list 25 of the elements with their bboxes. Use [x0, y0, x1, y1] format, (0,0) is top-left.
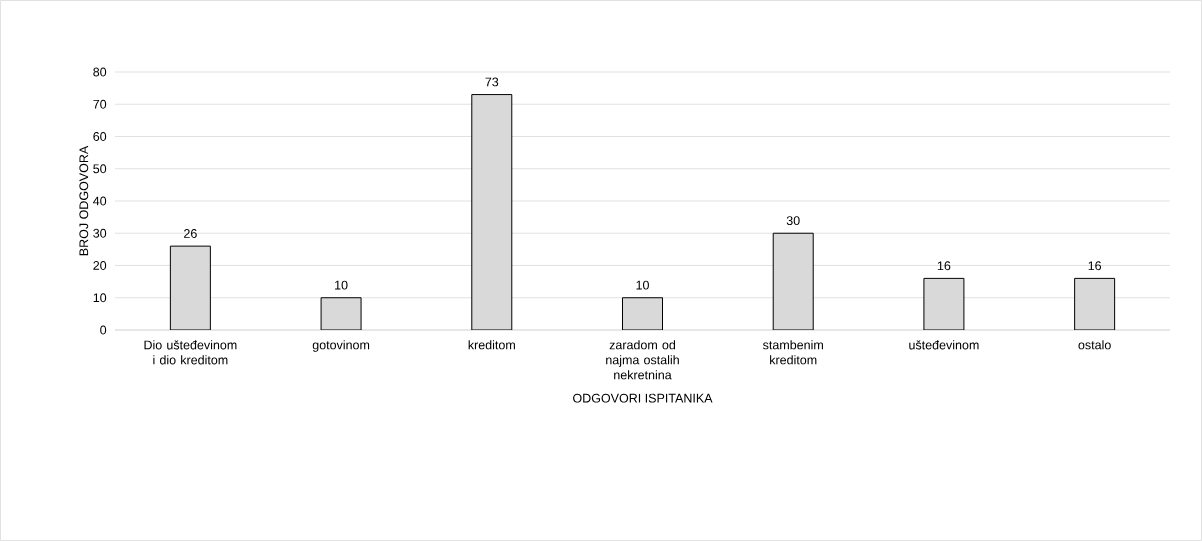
x-tick-label: gotovinom	[312, 340, 370, 352]
y-axis-title: BROJ ODGOVORA	[79, 145, 89, 256]
x-tick-label: stambenim kreditom	[762, 340, 823, 365]
x-tick-label: ostalo	[1078, 340, 1111, 350]
x-tick-label: kreditom	[468, 340, 515, 350]
data-label: 73	[485, 77, 499, 87]
y-tick-label: 10	[93, 293, 107, 303]
y-tick-label: 80	[93, 67, 107, 77]
y-tick-label: 20	[93, 261, 107, 270]
y-tick-label: 70	[93, 99, 107, 109]
x-tick-label: Dio ušteđevinom i dio kreditom	[144, 340, 237, 365]
y-tick-label: 50	[93, 164, 107, 174]
x-tick-label: ušteđevinom	[909, 340, 979, 350]
y-tick-label: 30	[93, 228, 107, 238]
y-tick-label: 60	[93, 132, 107, 141]
y-tick-label: 40	[93, 196, 107, 206]
data-label: 30	[786, 216, 800, 226]
data-label: 10	[335, 280, 348, 290]
data-label: 10	[636, 280, 649, 290]
data-label: 16	[1088, 261, 1102, 271]
x-axis-title: ODGOVORI ISPITANIKA	[573, 393, 713, 403]
data-label: 16	[937, 261, 951, 271]
y-tick-label: 0	[100, 325, 107, 335]
x-tick-label: zaradom od najma ostalih nekretnina	[606, 340, 679, 380]
data-label: 26	[184, 229, 197, 238]
